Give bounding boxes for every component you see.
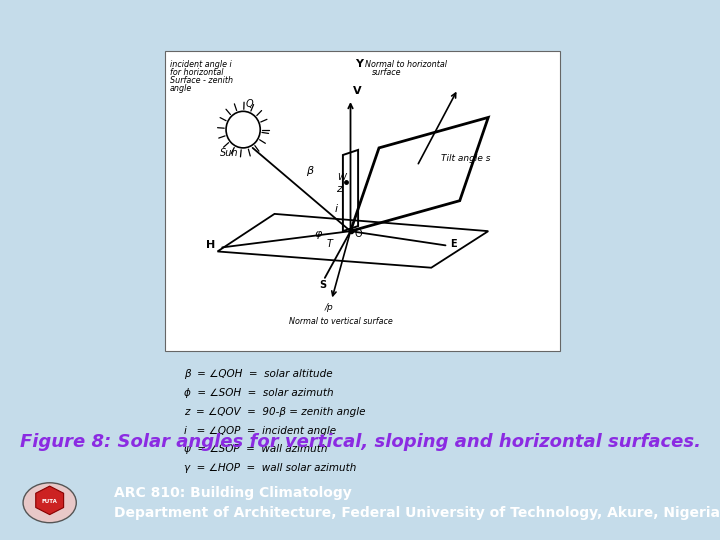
Text: Normal to vertical surface: Normal to vertical surface	[289, 316, 393, 326]
Text: E: E	[450, 239, 457, 249]
Text: FUTA: FUTA	[42, 500, 58, 504]
Text: V: V	[354, 86, 362, 96]
Text: ψ  = ∠SOP  =  wall azimuth: ψ = ∠SOP = wall azimuth	[184, 444, 328, 454]
Text: /p: /p	[325, 303, 333, 312]
Text: T: T	[327, 239, 333, 249]
Circle shape	[226, 111, 260, 148]
Text: Tilt angle s: Tilt angle s	[441, 154, 490, 163]
Text: W: W	[337, 173, 346, 183]
Text: H: H	[206, 240, 215, 251]
Text: β: β	[306, 166, 313, 177]
Text: surface: surface	[372, 68, 402, 77]
FancyBboxPatch shape	[166, 51, 559, 351]
Text: ϕ  = ∠SOH  =  solar azimuth: ϕ = ∠SOH = solar azimuth	[184, 388, 334, 398]
Text: S: S	[319, 280, 326, 290]
Circle shape	[23, 483, 76, 523]
Text: Surface - zenith: Surface - zenith	[170, 76, 233, 85]
Text: Y: Y	[355, 59, 364, 69]
Polygon shape	[36, 486, 63, 515]
Text: incident angle i: incident angle i	[170, 60, 232, 69]
Text: angle: angle	[170, 84, 192, 93]
Text: O: O	[354, 230, 362, 239]
Text: i   = ∠QOP  =  incident angle: i = ∠QOP = incident angle	[184, 426, 336, 436]
Text: Normal to horizontal: Normal to horizontal	[365, 60, 446, 69]
Text: Q: Q	[246, 99, 253, 109]
Text: z: z	[336, 184, 342, 193]
Text: for horizontal: for horizontal	[170, 68, 223, 77]
Text: ARC 810: Building Climatology: ARC 810: Building Climatology	[114, 486, 351, 500]
Text: Figure 8: Solar angles for vertical, sloping and horizontal surfaces.: Figure 8: Solar angles for vertical, slo…	[19, 434, 701, 451]
Text: γ  = ∠HOP  =  wall solar azimuth: γ = ∠HOP = wall solar azimuth	[184, 463, 356, 473]
Text: φ: φ	[315, 230, 322, 239]
Text: Sun: Sun	[220, 148, 239, 158]
Text: z  = ∠QOV  =  90-β = zenith angle: z = ∠QOV = 90-β = zenith angle	[184, 407, 366, 417]
Text: i: i	[334, 204, 338, 214]
Text: Department of Architecture, Federal University of Technology, Akure, Nigeria: Department of Architecture, Federal Univ…	[114, 506, 720, 520]
Text: β  = ∠QOH  =  solar altitude: β = ∠QOH = solar altitude	[184, 369, 333, 379]
